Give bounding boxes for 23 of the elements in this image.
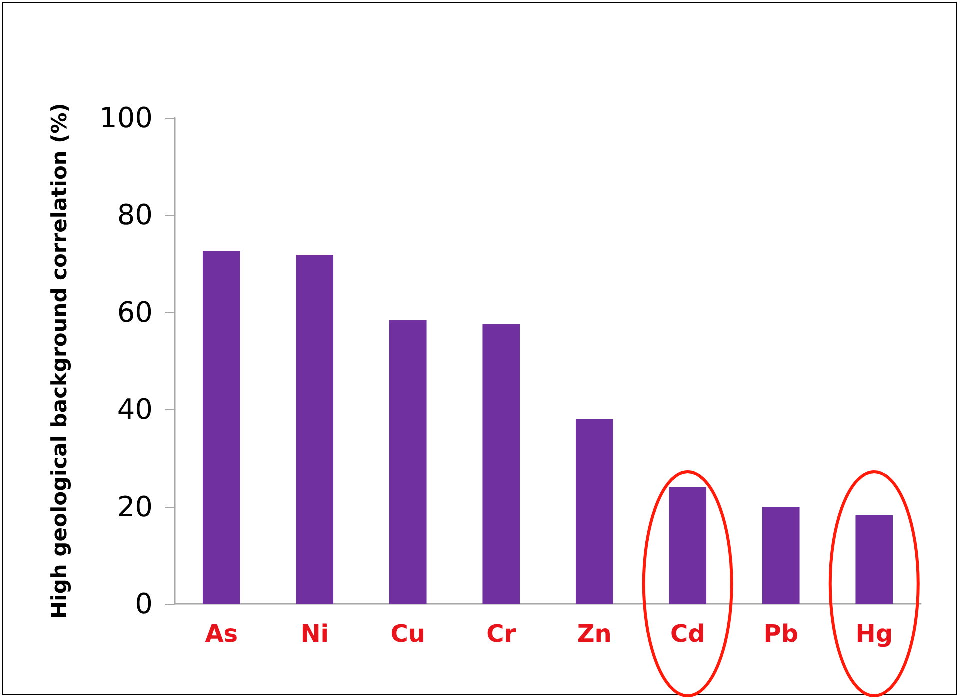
y-tick-label: 40 [117, 393, 153, 426]
x-tick-label: Hg [856, 620, 894, 648]
x-tick-label: Cr [486, 620, 516, 648]
bar [576, 419, 614, 604]
y-tick-label: 100 [100, 102, 153, 134]
x-tick-label: As [205, 620, 238, 648]
bar [296, 255, 334, 604]
y-tick-label: 0 [135, 588, 153, 620]
x-tick-label: Cd [670, 620, 706, 648]
bar [856, 516, 894, 604]
x-tick-label: Ni [300, 620, 330, 648]
bar [389, 320, 427, 604]
y-tick-label: 20 [117, 490, 153, 524]
y-tick-label: 60 [117, 296, 153, 329]
x-tick-label: Pb [764, 620, 799, 648]
y-axis-title: High geological background correlation (%) [48, 103, 72, 619]
bar [762, 507, 800, 604]
bar [669, 487, 707, 604]
bar [482, 324, 520, 604]
x-tick-label: Zn [577, 620, 612, 648]
bar [202, 251, 240, 604]
y-tick-label: 80 [117, 198, 153, 232]
x-tick-label: Cu [390, 620, 426, 648]
